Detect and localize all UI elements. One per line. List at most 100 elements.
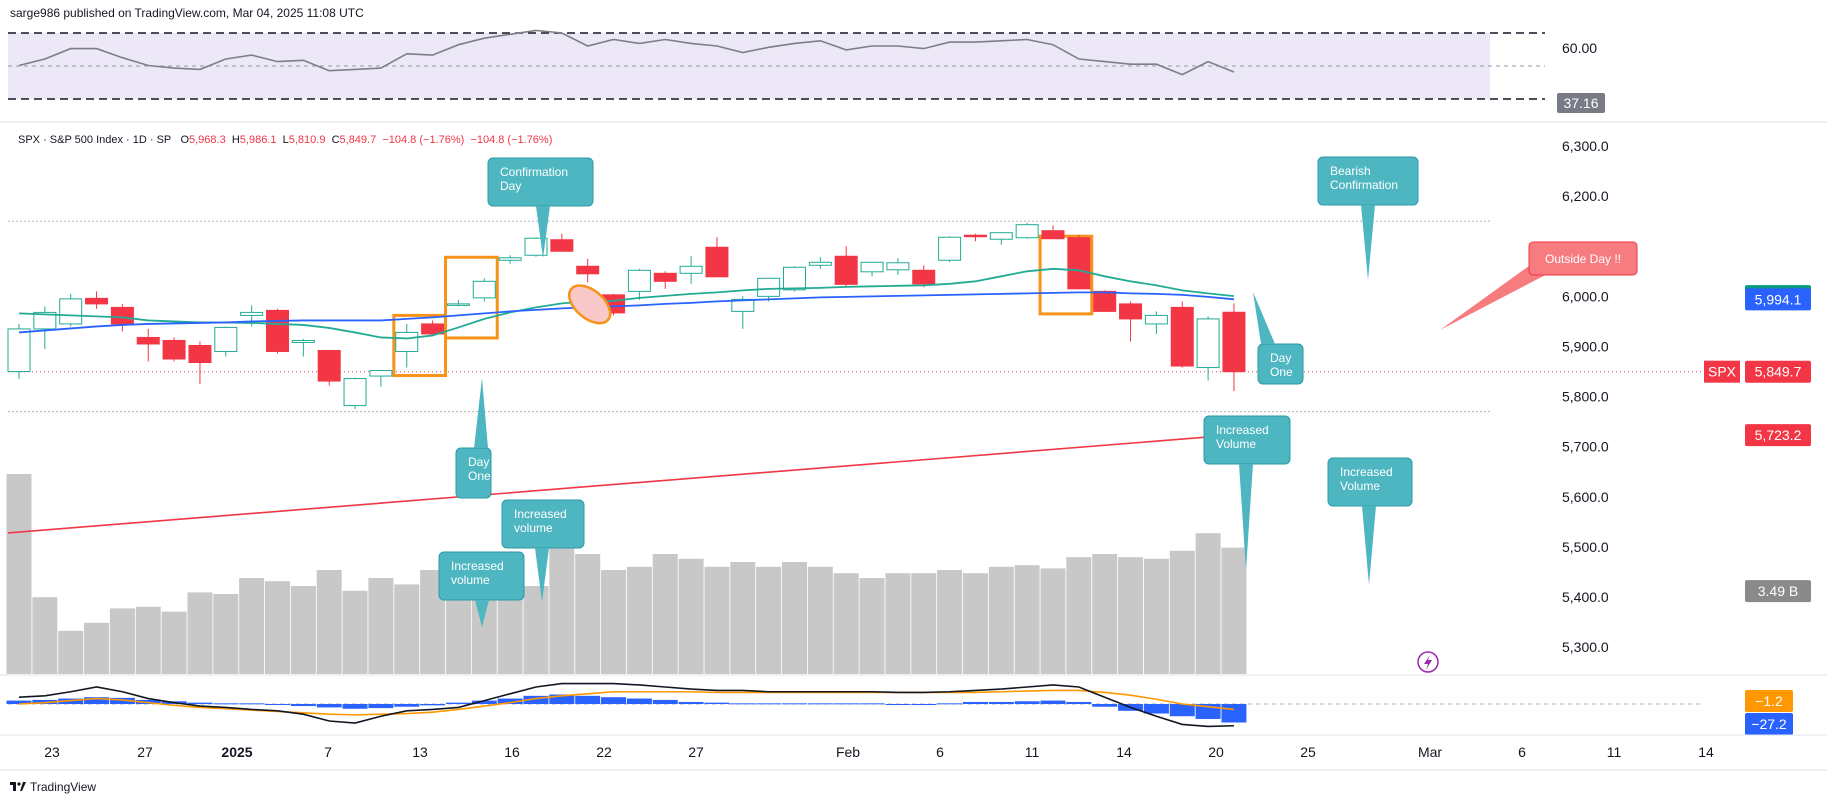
close-value: 5,849.7	[339, 134, 377, 146]
volume-bar	[1195, 533, 1221, 674]
volume-bar	[497, 589, 523, 674]
rsi-value-label: 37.16	[1563, 95, 1598, 111]
low-value: 5,810.9	[288, 134, 326, 146]
time-axis-tick: 22	[596, 744, 612, 760]
svg-text:Day: Day	[500, 179, 521, 193]
close-label: C	[331, 134, 340, 146]
volume-bar	[1221, 547, 1247, 674]
volume-bar	[1066, 557, 1092, 674]
callout-day-one-2-box	[1257, 343, 1304, 385]
macd-histogram-bar	[549, 694, 575, 704]
candle-body	[214, 326, 238, 352]
candle-body	[1015, 224, 1039, 239]
svg-text:Outside Day !!: Outside Day !!	[1545, 252, 1621, 266]
time-axis-tick: Feb	[836, 744, 860, 760]
candle-body	[1144, 314, 1168, 325]
volume-bar	[704, 566, 730, 674]
volume-bar	[316, 570, 342, 674]
candle-body	[860, 261, 884, 273]
ma200-price-label: 5,723.2	[1755, 427, 1802, 443]
volume-price-tag	[1745, 580, 1811, 603]
macd-histogram-bar	[601, 697, 627, 704]
volume-bar	[549, 533, 575, 674]
time-axis-tick: 20	[1208, 744, 1224, 760]
macd-signal-line	[18, 689, 1235, 716]
macd-histogram-bar	[807, 703, 833, 705]
price-axis-tick: 6,000.0	[1562, 288, 1609, 304]
time-axis-tick: 25	[1300, 744, 1316, 760]
candle-body	[679, 265, 703, 274]
svg-text:Volume: Volume	[1216, 437, 1256, 451]
macd-histogram-bar	[1143, 704, 1169, 714]
macd-histogram-bar	[782, 703, 807, 705]
candle-body	[938, 236, 962, 261]
candle-body	[627, 269, 651, 292]
macd-line	[18, 682, 1234, 728]
symbol-title[interactable]: SPX · S&P 500 Index · 1D · SP	[18, 134, 172, 146]
svg-text:Bearish: Bearish	[1330, 164, 1371, 178]
macd-histogram-bar	[342, 704, 368, 709]
candle-body	[110, 306, 134, 325]
price-axis-tick: 5,500.0	[1562, 539, 1609, 555]
candle-body	[85, 297, 109, 305]
volume-bar	[1014, 565, 1040, 674]
high-label: H	[231, 134, 240, 146]
volume-bar	[290, 586, 316, 674]
candle-body	[59, 298, 83, 325]
time-axis-tick: 14	[1698, 744, 1714, 760]
footer-brand[interactable]: TradingView	[30, 780, 97, 794]
tradingview-logo-icon	[10, 782, 26, 791]
candle-body	[343, 378, 367, 407]
symbol-tag	[1704, 360, 1740, 383]
volume-bar	[1040, 568, 1066, 674]
svg-text:Day: Day	[1270, 351, 1291, 365]
symbol-tag-label: SPX	[1708, 364, 1737, 380]
callout-outside-day-box	[1528, 241, 1638, 276]
callout-day-one-1-box	[455, 447, 492, 499]
ma200-line	[7, 434, 1233, 534]
macd-histogram-bar	[1169, 704, 1195, 717]
svg-text:Confirmation: Confirmation	[500, 165, 568, 179]
candle-body	[550, 239, 574, 252]
macd-histogram-bar	[678, 701, 704, 704]
time-axis-tick: Mar	[1418, 744, 1442, 760]
macd-histogram-bar	[1066, 701, 1092, 704]
callout-increased-volume-2-pointer	[535, 548, 549, 602]
footer: TradingView	[10, 780, 96, 794]
candle-body	[317, 349, 341, 382]
macd-histogram-bar	[523, 695, 549, 704]
price-axis-tick: 6,200.0	[1562, 188, 1609, 204]
callout-day-one-1-pointer	[474, 378, 488, 448]
macd-histogram-bar	[187, 702, 213, 704]
highlight-box	[444, 255, 499, 340]
svg-text:Volume: Volume	[1340, 479, 1380, 493]
volume-bar	[756, 566, 782, 674]
macd-histogram-bar	[316, 704, 342, 708]
time-axis-tick: 13	[412, 744, 428, 760]
macd-histogram-bar	[1221, 704, 1247, 723]
macd-histogram-bar	[213, 703, 239, 705]
volume-bar	[678, 558, 704, 674]
candle-body	[291, 339, 315, 343]
macd-histogram-bar	[911, 704, 937, 705]
macd-histogram-bar	[109, 697, 135, 704]
macd-histogram-bar	[445, 702, 471, 704]
volume-bar	[807, 566, 833, 674]
callout-increased-volume-4-pointer	[1362, 506, 1376, 585]
macd-histogram-bar	[84, 697, 110, 704]
volume-bar	[6, 474, 32, 674]
candle-body	[576, 265, 600, 275]
macd-histogram-bar	[988, 701, 1014, 704]
macd-hist-tag	[1745, 713, 1793, 735]
volume-bar	[523, 586, 549, 674]
candle-body	[240, 311, 264, 316]
candle-body	[1222, 311, 1246, 373]
highlight-box	[1038, 234, 1094, 316]
candle-body	[1170, 306, 1194, 367]
open-label: O	[180, 134, 189, 146]
volume-bar	[109, 608, 135, 674]
